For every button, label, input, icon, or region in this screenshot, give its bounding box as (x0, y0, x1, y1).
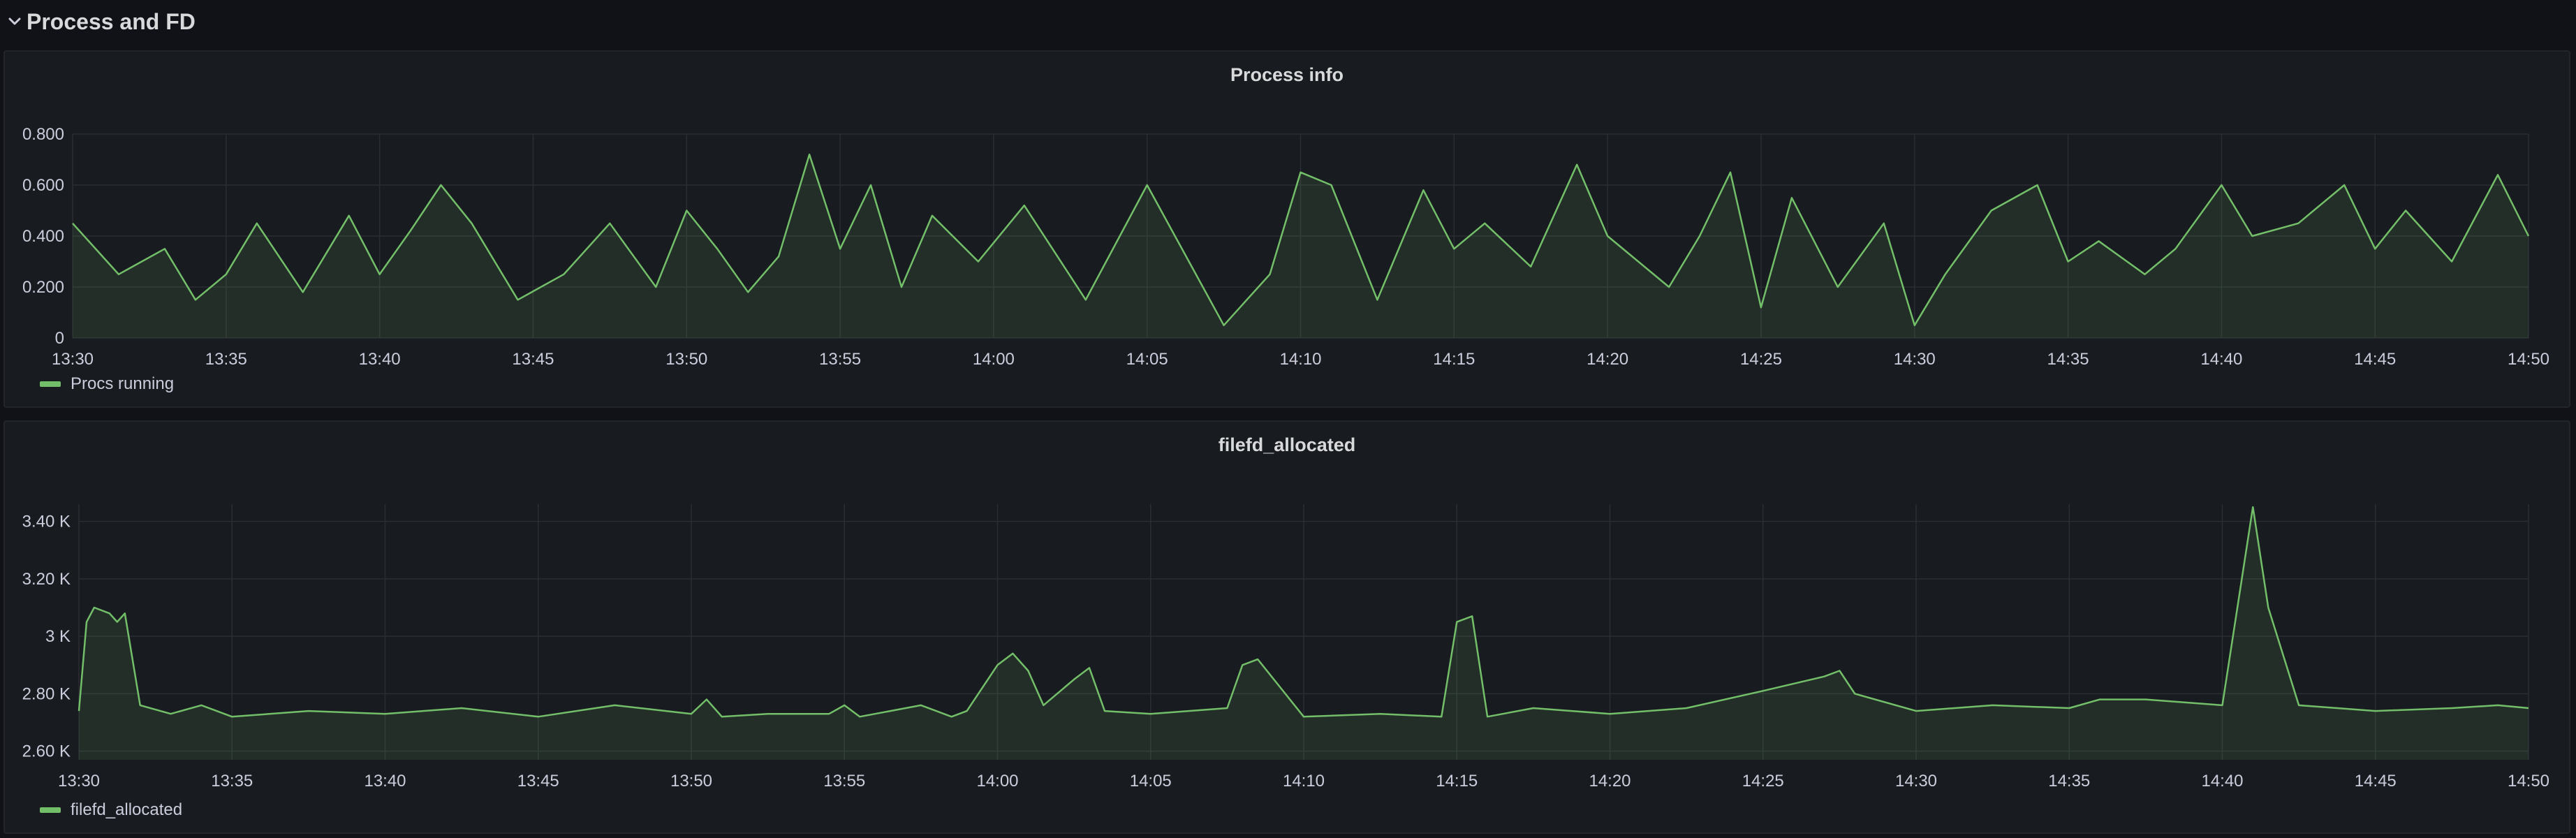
x-tick-label: 14:30 (1894, 350, 1936, 369)
x-tick-label: 13:50 (665, 350, 707, 369)
row-title: Process and FD (27, 8, 196, 34)
filefd-allocated-chart[interactable]: 2.60 K 2.80 K 3 K 3.20 K 3.40 K 13:30 13:35 13:… (5, 422, 2572, 835)
process-info-chart[interactable]: 0 0.200 0.400 0.600 0.800 13:30 13:35 13:40 13:4… (5, 52, 2572, 409)
chevron-down-icon[interactable] (6, 13, 24, 31)
x-tick-label: 14:30 (1895, 772, 1937, 791)
y-tick-label: 0.200 (22, 278, 64, 297)
x-tick-label: 14:20 (1589, 772, 1631, 791)
x-tick-label: 14:45 (2355, 772, 2397, 791)
y-tick-label: 0.400 (22, 227, 64, 246)
x-tick-label: 13:55 (819, 350, 861, 369)
x-tick-label: 13:55 (823, 772, 865, 791)
x-tick-label: 14:00 (973, 350, 1015, 369)
y-tick-label: 3.20 K (22, 570, 71, 589)
x-tick-label: 13:45 (512, 350, 554, 369)
x-tick-label: 14:20 (1587, 350, 1628, 369)
series-line (78, 506, 2529, 718)
legend-swatch-icon (40, 807, 61, 813)
x-tick-label: 14:25 (1740, 350, 1782, 369)
panel-filefd-allocated[interactable]: filefd_allocated 2.60 K 2.80 K 3 K 3.20 K 3.… (3, 420, 2570, 834)
series-line (72, 153, 2530, 327)
legend-label[interactable]: Procs running (71, 374, 175, 393)
x-tick-label: 13:30 (58, 772, 100, 791)
panel-title: filefd_allocated (1218, 434, 1356, 455)
x-tick-label: 14:50 (2508, 772, 2549, 791)
x-tick-label: 13:35 (211, 772, 253, 791)
x-tick-label: 13:40 (364, 772, 406, 791)
series-area (79, 507, 2529, 760)
legend-swatch-icon (40, 381, 61, 387)
x-tick-label: 14:10 (1283, 772, 1325, 791)
y-tick-label: 0.800 (22, 125, 64, 144)
legend[interactable]: Procs running (40, 374, 174, 394)
y-tick-label: 2.80 K (22, 684, 71, 703)
x-tick-label: 14:25 (1742, 772, 1784, 791)
x-tick-label: 13:50 (670, 772, 712, 791)
x-tick-label: 13:45 (517, 772, 559, 791)
x-tick-label: 14:00 (976, 772, 1018, 791)
row-header-process-and-fd[interactable]: Process and FD (0, 0, 2576, 43)
legend[interactable]: filefd_allocated (40, 800, 182, 820)
x-tick-label: 14:45 (2354, 350, 2396, 369)
x-tick-label: 14:05 (1126, 350, 1168, 369)
x-tick-label: 14:35 (2048, 772, 2090, 791)
x-tick-label: 14:05 (1130, 772, 1172, 791)
y-tick-label: 0 (55, 329, 64, 348)
x-tick-label: 14:15 (1433, 350, 1475, 369)
x-tick-label: 14:50 (2508, 350, 2549, 369)
y-tick-label: 2.60 K (22, 742, 71, 761)
x-tick-label: 14:35 (2047, 350, 2089, 369)
x-tick-label: 14:40 (2201, 772, 2243, 791)
x-tick-label: 13:40 (359, 350, 401, 369)
y-tick-label: 3.40 K (22, 513, 71, 531)
panel-process-info[interactable]: Process info 0 0.200 0.400 0.600 0.800 13:30 1… (3, 50, 2570, 408)
y-tick-label: 0.600 (22, 176, 64, 195)
series-area (73, 154, 2529, 338)
panel-title: Process info (1230, 64, 1344, 85)
x-tick-label: 14:40 (2200, 350, 2242, 369)
x-tick-label: 13:30 (52, 350, 94, 369)
x-tick-label: 13:35 (205, 350, 247, 369)
x-tick-label: 14:15 (1436, 772, 1478, 791)
x-tick-label: 14:10 (1279, 350, 1321, 369)
y-tick-label: 3 K (45, 627, 71, 646)
legend-label[interactable]: filefd_allocated (71, 800, 183, 819)
